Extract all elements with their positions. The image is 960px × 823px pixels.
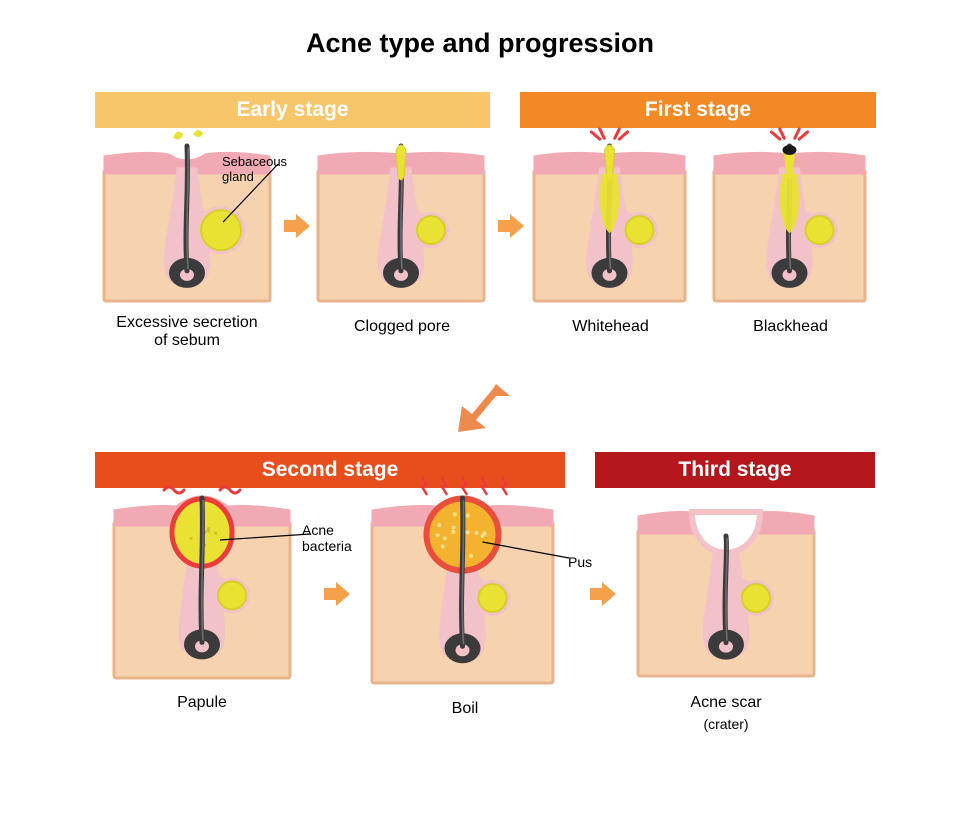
caption-p4: Blackhead	[708, 318, 873, 336]
annotation-pus: Pus	[568, 554, 592, 570]
arrow-1	[282, 212, 312, 240]
panel-papule	[112, 482, 292, 680]
subcaption-p7: (crater)	[636, 716, 816, 732]
caption-p5: Papule	[112, 694, 292, 712]
caption-p2: Clogged pore	[312, 318, 492, 336]
panel-clogged-pore	[316, 138, 486, 303]
arrow-2	[496, 212, 526, 240]
caption-p6: Boil	[380, 700, 550, 718]
stage-first-header: First stage	[520, 92, 876, 128]
stage-third-header: Third stage	[595, 452, 875, 488]
infographic-root: { "title": { "text": "Acne type and prog…	[0, 0, 960, 823]
panel-acne-scar	[636, 502, 816, 678]
caption-p7: Acne scar	[636, 694, 816, 712]
caption-p1: Excessive secretionof sebum	[82, 314, 292, 350]
panel-whitehead	[532, 134, 687, 303]
stage-early-header: Early stage	[95, 92, 490, 128]
arrow-big-down	[452, 382, 512, 434]
panel-blackhead	[712, 134, 867, 303]
page-title: Acne type and progression	[0, 28, 960, 59]
caption-p3: Whitehead	[528, 318, 693, 336]
annotation-sebaceous-gland: Sebaceousgland	[222, 155, 287, 185]
panel-boil	[370, 474, 555, 685]
arrow-3	[322, 580, 352, 608]
arrow-4	[588, 580, 618, 608]
annotation-acne-bacteria: Acnebacteria	[302, 522, 352, 554]
